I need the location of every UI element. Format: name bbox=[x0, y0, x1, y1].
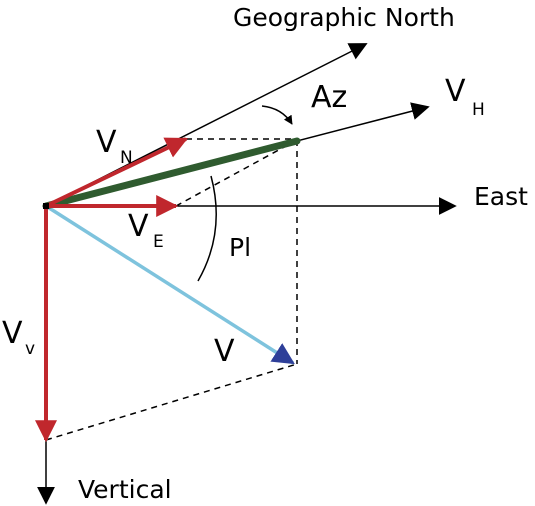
east-label: East bbox=[474, 182, 528, 211]
velocity-vector bbox=[45, 204, 295, 365]
component-vectors bbox=[35, 137, 188, 443]
velocity-label: V bbox=[214, 334, 235, 369]
dashed-vertical-to-velocity bbox=[45, 363, 298, 441]
horizontal-component bbox=[42, 137, 301, 210]
north-component bbox=[45, 137, 188, 208]
north-component-label-subscript: N bbox=[120, 148, 133, 168]
vertical-component-label-subscript: v bbox=[25, 339, 35, 359]
angle-arcs bbox=[197, 105, 293, 282]
vertical-component-label: V bbox=[2, 316, 23, 351]
north-component-label: V bbox=[96, 125, 117, 160]
azimuth-label: Az bbox=[311, 80, 347, 115]
origin-point bbox=[43, 203, 49, 209]
plunge-arc bbox=[197, 175, 217, 282]
axes bbox=[37, 43, 457, 505]
horizontal-label: V bbox=[445, 74, 466, 109]
azimuth-arc bbox=[261, 105, 293, 125]
plunge-label: Pl bbox=[229, 233, 251, 262]
east-component-label: V bbox=[128, 209, 149, 244]
vertical-label: Vertical bbox=[78, 475, 172, 504]
construction-lines bbox=[45, 138, 298, 441]
dashed-east-to-horizontal bbox=[175, 139, 298, 207]
east-component-label-subscript: E bbox=[153, 232, 164, 252]
horizontal-label-subscript: H bbox=[472, 100, 485, 120]
north-label: Geographic North bbox=[233, 3, 455, 32]
